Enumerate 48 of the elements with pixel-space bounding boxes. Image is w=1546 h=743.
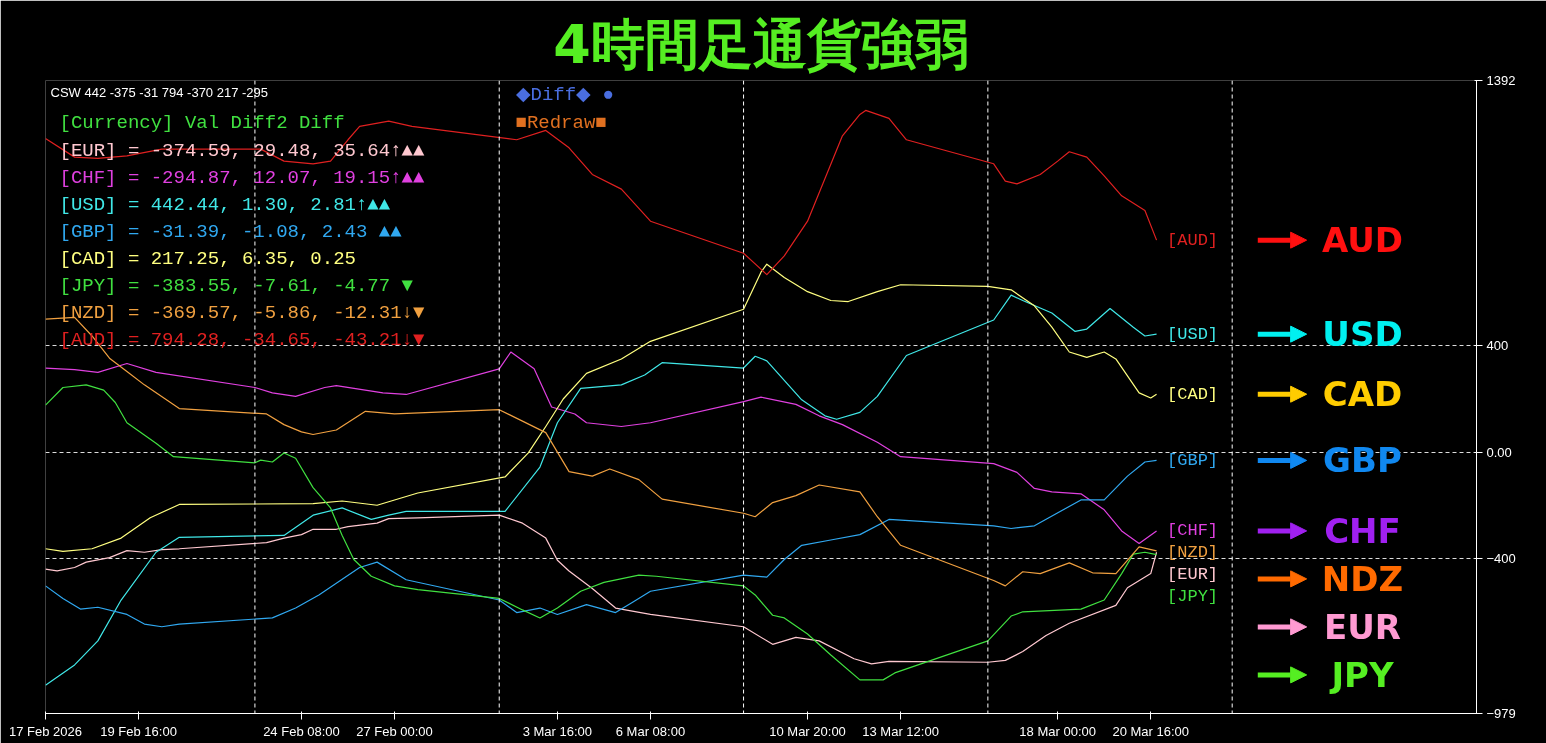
- annotation: CHF: [1324, 510, 1401, 551]
- annotation: [Currency] Val Diff2 Diff: [59, 111, 345, 134]
- line-series: [45, 109, 1158, 276]
- text: [JPY]: [1167, 587, 1219, 607]
- chart-title: 4時間足通貨強弱: [553, 12, 969, 76]
- annotation: [CAD] = 217.25, 6.35, 0.25: [59, 247, 356, 270]
- y-tick-label: 0.00: [1486, 444, 1512, 460]
- annotation: ◆Diff◆ ●: [515, 83, 614, 106]
- annotation: GBP: [1323, 440, 1402, 481]
- x-tick-label: 20 Mar 16:00: [1112, 723, 1190, 739]
- y-tick-label: −979: [1486, 706, 1516, 721]
- line-series: [45, 351, 1158, 545]
- series-label: [CHF]: [1167, 521, 1219, 541]
- y-tick-label: 1392: [1486, 73, 1516, 88]
- x-tick-label: 24 Feb 08:00: [263, 723, 340, 739]
- y-tick-label: −400: [1486, 551, 1516, 567]
- annotation: [JPY] = -383.55, -7.61, -4.77 ▼: [59, 274, 414, 297]
- y-tick-label: 400: [1486, 337, 1509, 353]
- series-label: [GBP]: [1167, 450, 1219, 470]
- x-tick-label: 10 Mar 20:00: [769, 723, 846, 739]
- annotation: NDZ: [1321, 558, 1404, 599]
- x-tick-label: 27 Feb 00:00: [356, 723, 433, 739]
- series-label: [CAD]: [1167, 384, 1219, 404]
- x-tick-label: 3 Mar 16:00: [522, 723, 593, 739]
- line-series: [45, 384, 1158, 681]
- line-series: [45, 459, 1158, 628]
- series-label: [EUR]: [1167, 565, 1219, 585]
- series-label: [USD]: [1167, 324, 1219, 344]
- x-tick-label: 13 Mar 12:00: [862, 723, 939, 739]
- annotation: CSW 442 -375 -31 794 -370 217 -295: [50, 85, 269, 100]
- annotation: [NZD] = -369.57, -5.86, -12.31↓▼: [59, 301, 425, 324]
- annotation: ■Redraw■: [515, 111, 607, 134]
- annotation: USD: [1322, 314, 1403, 355]
- annotation: EUR: [1323, 606, 1401, 647]
- annotation: AUD: [1321, 220, 1404, 261]
- annotation: JPY: [1329, 654, 1394, 695]
- annotation: CAD: [1322, 374, 1403, 415]
- line-series: [45, 294, 1158, 686]
- x-tick-label: 18 Mar 00:00: [1019, 723, 1096, 739]
- x-tick-label: 17 Feb 2026: [9, 723, 83, 739]
- x-tick-label: 19 Feb 16:00: [100, 723, 177, 739]
- annotation: [CHF] = -294.87, 12.07, 19.15↑▲▲: [59, 166, 425, 189]
- series-label: [NZD]: [1167, 543, 1219, 563]
- line-series: [45, 514, 1158, 665]
- annotation: [USD] = 442.44, 1.30, 2.81↑▲▲: [59, 193, 391, 216]
- annotation: [GBP] = -31.39, -1.08, 2.43 ▲▲: [59, 220, 403, 243]
- series-label: [AUD]: [1167, 230, 1219, 250]
- x-tick-label: 6 Mar 08:00: [615, 723, 686, 739]
